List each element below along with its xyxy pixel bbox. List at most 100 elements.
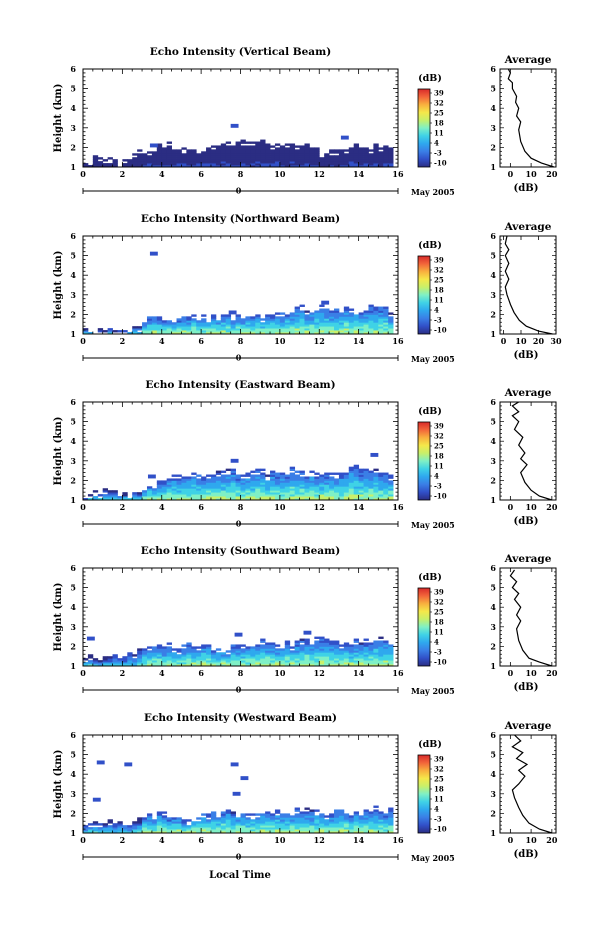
heatmap-cell: [363, 472, 369, 475]
heatmap-cell: [107, 157, 113, 160]
heatmap-cell: [343, 644, 350, 647]
heatmap-cell: [353, 464, 360, 468]
heatmap-cell: [274, 326, 281, 329]
heatmap-cell: [196, 328, 202, 331]
heatmap-cell: [220, 484, 227, 487]
heatmap-cell: [338, 159, 345, 162]
heatmap-cell: [343, 817, 350, 820]
heatmap-cell: [181, 644, 187, 647]
heatmap-cell: [235, 486, 241, 489]
heatmap-cell: [215, 163, 222, 166]
heatmap-cell: [255, 147, 261, 150]
heatmap-cell: [265, 490, 271, 493]
heatmap-cell: [329, 494, 335, 497]
heatmap-cell: [235, 821, 241, 824]
heatmap-cell: [201, 330, 207, 333]
heatmap-cell: [324, 652, 330, 655]
heatmap-cell: [319, 161, 325, 164]
heatmap-cell: [210, 165, 217, 168]
heatmap-cell: [329, 320, 335, 323]
heatmap-cell: [171, 161, 177, 164]
heatmap-cell: [270, 819, 276, 822]
heatmap-cell: [156, 827, 163, 830]
average-x-tick-label: 20: [546, 835, 558, 845]
heatmap-cell: [201, 157, 207, 160]
heatmap-cell: [270, 314, 276, 317]
heatmap-cell: [201, 326, 207, 329]
heatmap-cell: [363, 322, 369, 325]
heatmap-cell: [284, 656, 291, 659]
heatmap-cell: [299, 817, 305, 820]
heatmap-cell: [196, 153, 202, 156]
heatmap-cell: [156, 155, 163, 158]
average-frame: [499, 235, 557, 335]
heatmap-cell: [206, 330, 212, 333]
x-tick-label: 4: [159, 835, 165, 845]
heatmap-cell: [215, 165, 222, 168]
heatmap-cell: [196, 817, 202, 820]
heatmap-cell: [348, 490, 355, 493]
heatmap-cell: [117, 831, 123, 834]
heatmap-cell: [201, 654, 207, 657]
heatmap-cell: [176, 486, 182, 489]
heatmap-cell: [230, 648, 236, 651]
heatmap-cell: [176, 656, 182, 659]
heatmap-cell: [191, 827, 197, 830]
heatmap-cell: [225, 324, 232, 327]
heatmap-cell: [191, 656, 197, 659]
heatmap-cell: [245, 486, 251, 489]
heatmap-cell: [102, 825, 109, 828]
heatmap-cell: [181, 827, 187, 830]
heatmap-cell: [240, 141, 246, 144]
heatmap-cell: [196, 155, 202, 158]
heatmap-cell: [373, 322, 379, 325]
heatmap-cell: [166, 151, 172, 154]
heatmap-cell: [265, 482, 271, 485]
heatmap-cell: [368, 476, 374, 479]
heatmap-cell: [151, 153, 158, 156]
heatmap-cell: [314, 492, 320, 495]
heatmap-cell: [255, 143, 261, 146]
heatmap-cell: [304, 165, 310, 168]
heatmap-cell: [314, 825, 320, 828]
heatmap-cell: [250, 650, 256, 653]
heatmap-cell: [368, 652, 374, 655]
heatmap-cell: [176, 332, 182, 335]
heatmap-cell: [378, 496, 384, 499]
heatmap-cell: [146, 330, 153, 333]
average-y-tick-label: 1: [490, 495, 496, 505]
heatmap-cell: [240, 145, 246, 148]
heatmap-cell: [142, 161, 148, 164]
heatmap-cell: [235, 151, 241, 154]
heatmap-cell: [161, 324, 168, 327]
heatmap-cell: [210, 813, 217, 816]
heatmap-cell: [245, 149, 251, 152]
heatmap-cell: [186, 650, 192, 653]
heatmap-cell: [127, 660, 133, 663]
heatmap-cell: [348, 478, 355, 481]
heatmap-cell: [368, 330, 374, 333]
average-x-tick-label: 0: [508, 835, 514, 845]
heatmap-cell: [250, 147, 256, 150]
heatmap-cell: [201, 486, 207, 489]
heatmap-cell: [284, 490, 291, 493]
heatmap-cell: [334, 482, 340, 485]
colorbar-tick-label: -3: [434, 316, 442, 325]
heatmap-cell: [309, 817, 315, 820]
heatmap-cell: [250, 662, 256, 665]
heatmap-cell: [181, 147, 187, 150]
heatmap-cell: [353, 654, 360, 657]
colorbar-tick-label: -3: [434, 648, 442, 657]
heatmap-cell: [358, 819, 364, 822]
heatmap-cell: [274, 815, 281, 818]
heatmap-cell: [265, 159, 271, 162]
heatmap-cell: [373, 827, 379, 830]
heatmap-cell: [279, 163, 286, 166]
heatmap-cell: [206, 157, 212, 160]
heatmap-cell: [304, 640, 310, 643]
heatmap-cell: [107, 163, 113, 166]
heatmap-cell: [161, 656, 168, 659]
heatmap-cell: [358, 825, 364, 828]
heatmap-cell: [373, 480, 379, 483]
heatmap-cell: [368, 480, 374, 483]
